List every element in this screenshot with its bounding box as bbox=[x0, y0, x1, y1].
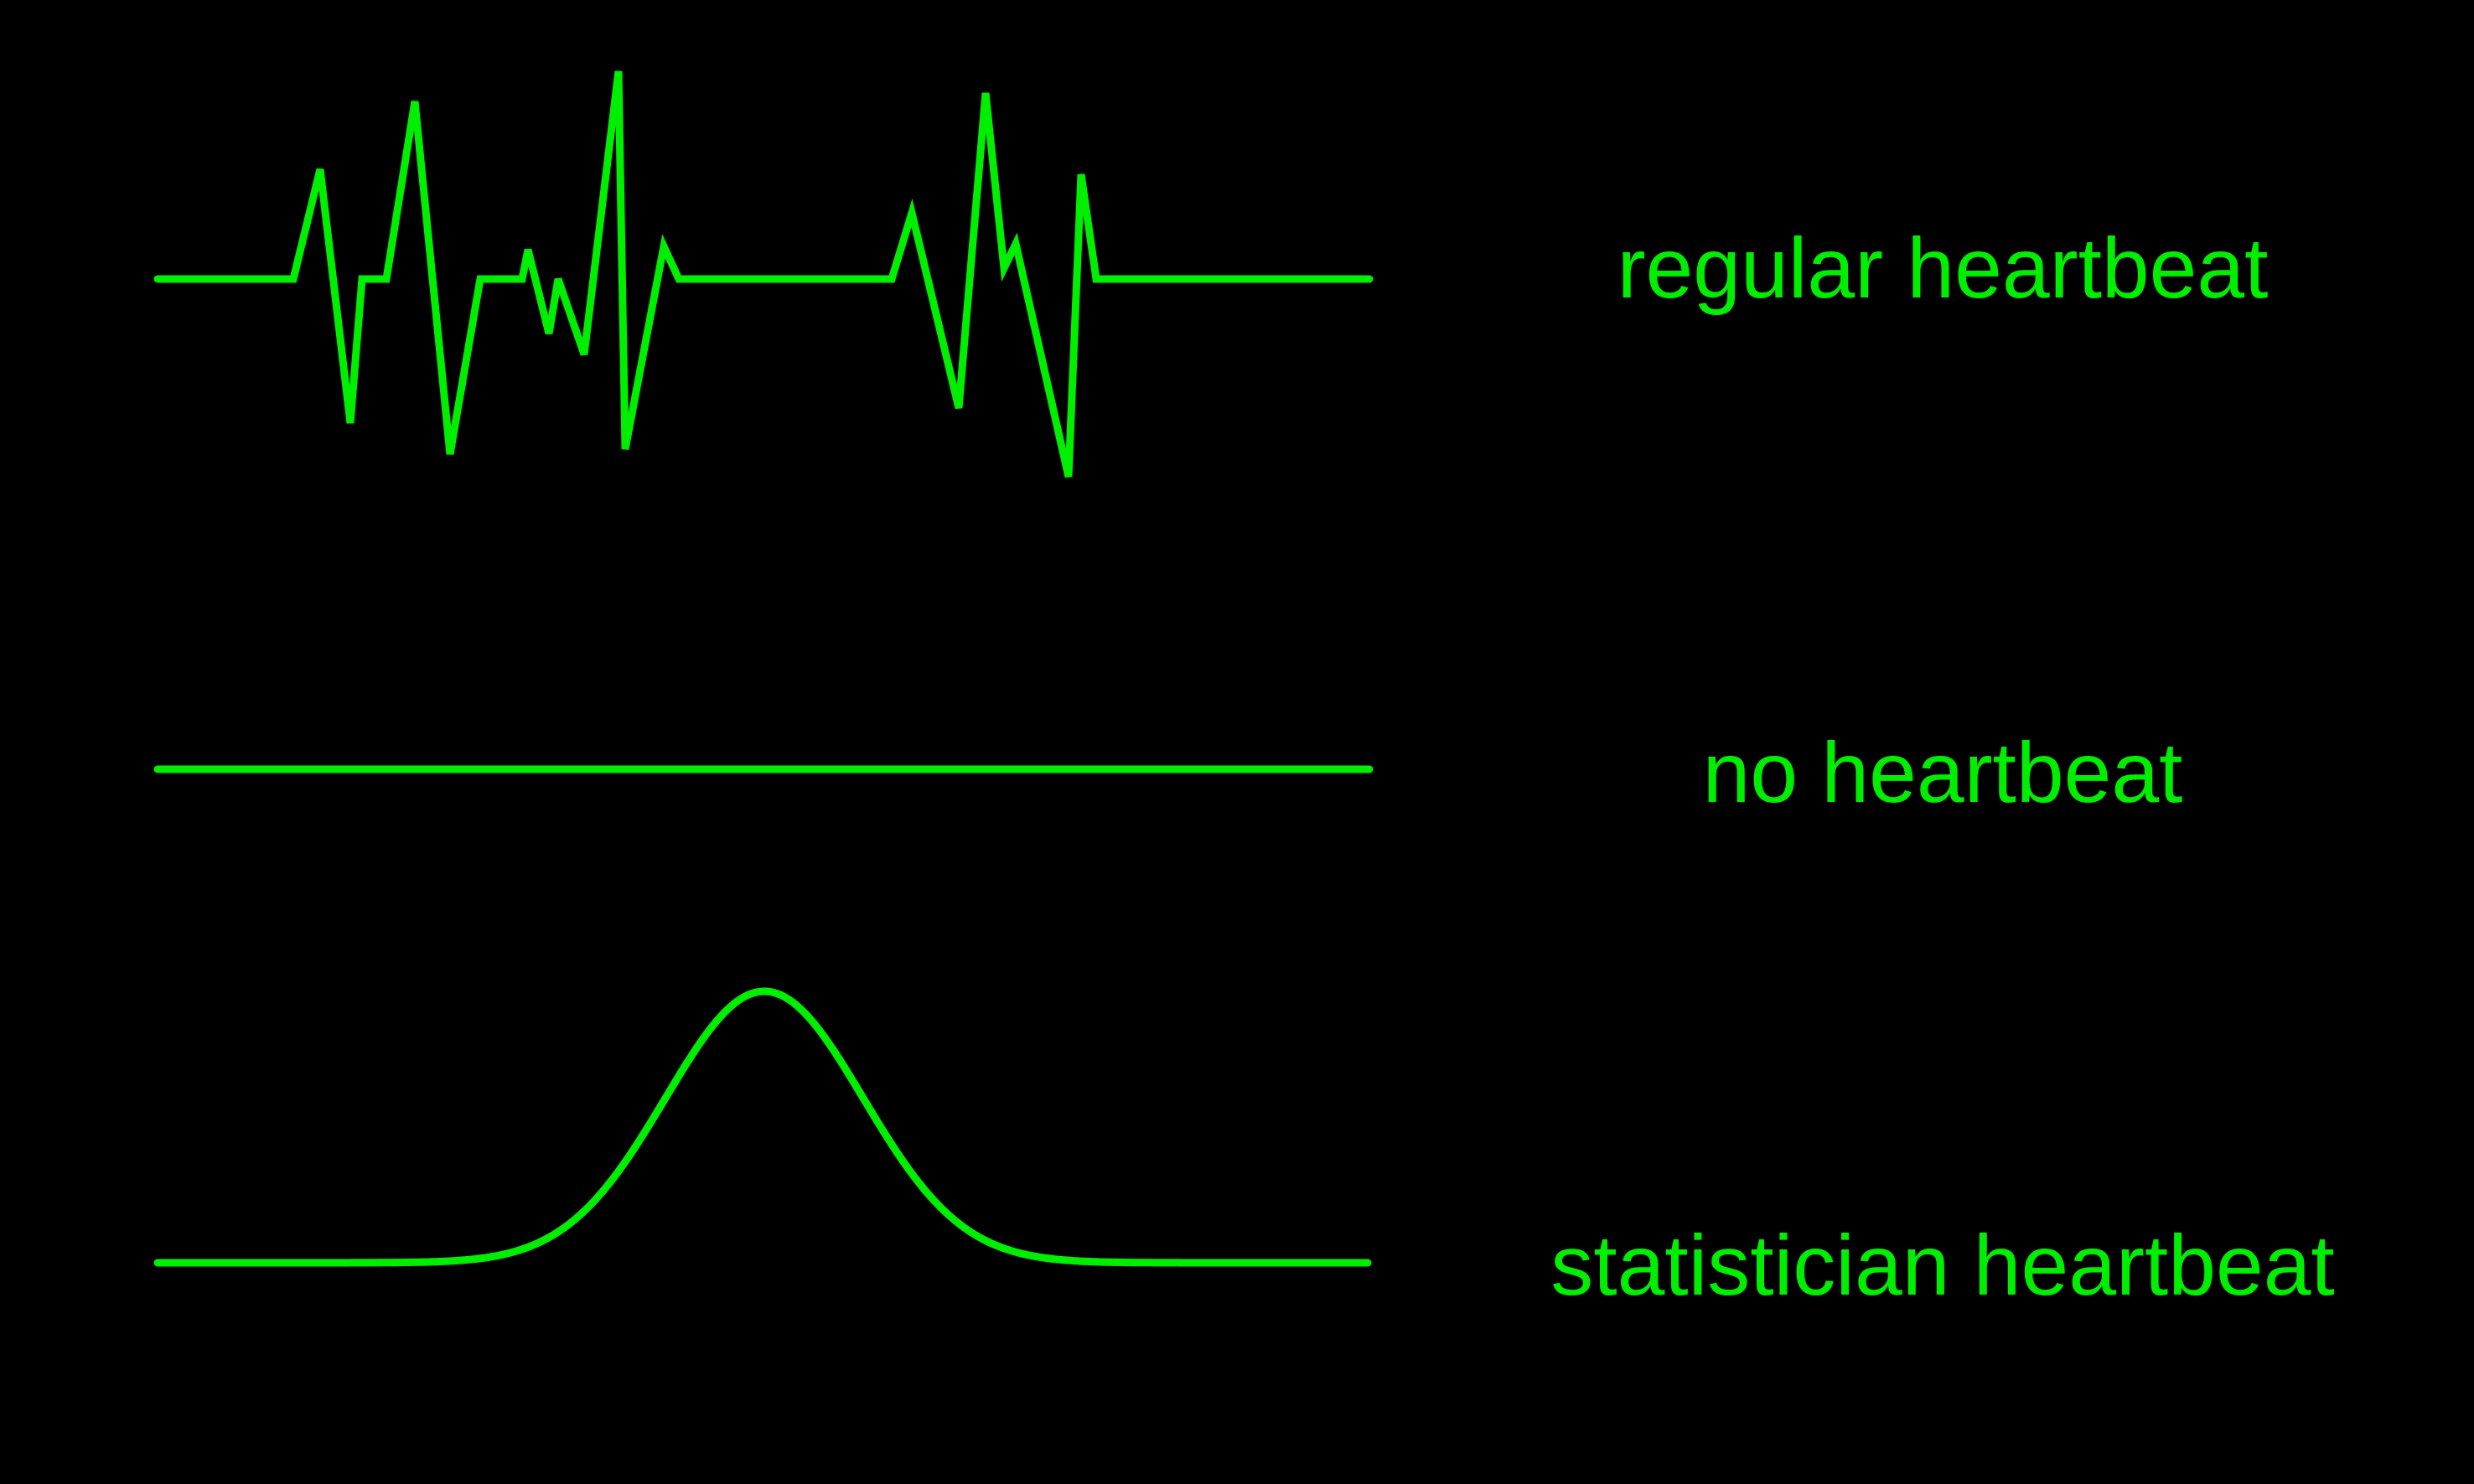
statistician-heartbeat-label: statistician heartbeat bbox=[1550, 1218, 2335, 1313]
regular-heartbeat-label: regular heartbeat bbox=[1617, 220, 2269, 316]
no-heartbeat-label: no heartbeat bbox=[1702, 725, 2183, 820]
regular-heartbeat-trace bbox=[153, 70, 1374, 478]
statistician-heartbeat-trace bbox=[153, 987, 1372, 1267]
